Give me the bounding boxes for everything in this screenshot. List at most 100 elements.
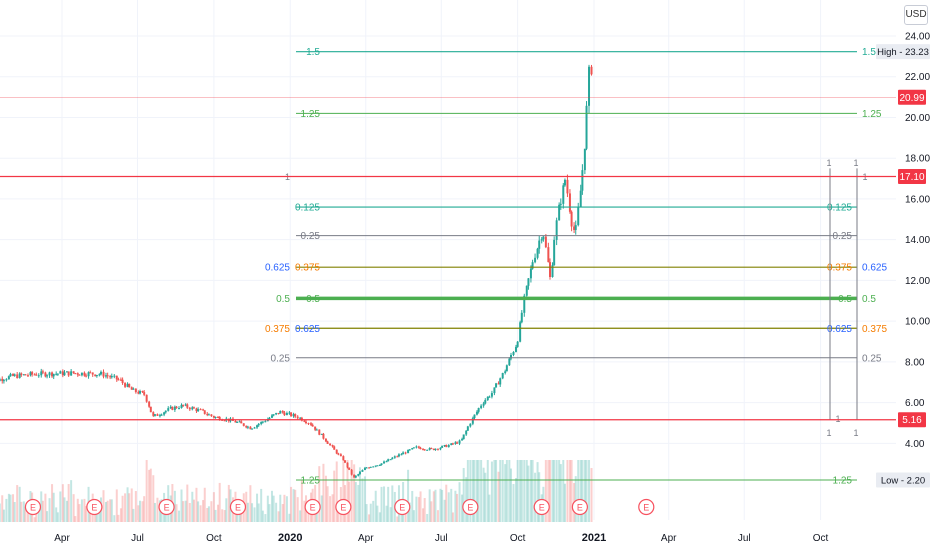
x-tick-label: 2021 <box>582 532 606 544</box>
fib-vertical-label: 1 <box>835 414 840 424</box>
volume-bar <box>408 502 411 522</box>
volume-bar <box>41 500 44 522</box>
volume-bar <box>559 464 562 522</box>
candle-body <box>579 190 582 208</box>
candle-body <box>132 388 135 390</box>
candle-body <box>436 448 439 450</box>
volume-bar <box>391 485 394 522</box>
volume-bar <box>525 460 528 522</box>
volume-bar <box>182 501 185 522</box>
earnings-marker[interactable] <box>335 498 352 516</box>
candle-body <box>342 456 345 461</box>
candle-body <box>544 236 547 248</box>
candle-body <box>145 394 148 402</box>
volume-bar <box>335 461 338 522</box>
volume-bar <box>299 510 302 522</box>
volume-bar <box>396 516 399 522</box>
volume-bar <box>33 517 36 522</box>
volume-bar <box>197 501 200 522</box>
candle-body <box>100 371 103 375</box>
candle-body <box>568 193 571 212</box>
volume-bar <box>104 501 107 522</box>
volume-bar <box>121 495 124 522</box>
volume-bar <box>249 485 252 522</box>
candle-body <box>450 443 453 446</box>
volume-bar <box>329 496 332 522</box>
fib-level-label: 0.25 <box>862 353 882 364</box>
candle-body <box>275 412 278 415</box>
volume-bar <box>426 513 429 522</box>
candle-body <box>156 414 159 416</box>
volume-bar <box>318 466 321 522</box>
candle-body <box>59 371 62 374</box>
candle-body <box>570 211 573 227</box>
volume-bar <box>358 467 361 522</box>
candle-body <box>256 425 259 428</box>
candle-body <box>180 404 183 409</box>
volume-bar <box>292 489 295 522</box>
currency-button[interactable]: USD <box>904 5 928 25</box>
earnings-marker[interactable] <box>304 498 321 516</box>
candle-body <box>445 445 448 448</box>
fib-level-label: 0.125 <box>295 203 320 214</box>
candle-body <box>18 373 21 378</box>
candle-body <box>246 426 249 428</box>
volume-bar <box>272 495 275 522</box>
volume-bar <box>551 460 554 522</box>
volume-bar <box>2 509 5 522</box>
earnings-marker[interactable] <box>86 498 103 516</box>
candle-body <box>184 404 187 406</box>
candle-body <box>109 376 112 378</box>
candle-body <box>407 449 410 454</box>
candle-body <box>72 371 75 374</box>
candle-body <box>311 424 314 427</box>
candle-body <box>536 248 539 258</box>
candle-body <box>402 452 405 455</box>
volume-bar <box>143 496 146 522</box>
earnings-marker[interactable] <box>571 498 588 516</box>
candle-body <box>74 373 77 375</box>
candle-body <box>65 371 68 373</box>
earnings-marker[interactable] <box>158 498 175 516</box>
candle-body <box>203 410 206 414</box>
earnings-marker[interactable] <box>533 498 550 516</box>
earnings-marker[interactable] <box>638 498 655 516</box>
candle-body <box>303 420 306 422</box>
volume-bar <box>466 460 469 522</box>
candle-body <box>76 373 79 375</box>
candle-body <box>294 414 297 417</box>
candle-body <box>130 387 133 390</box>
volume-bar <box>106 500 109 522</box>
volume-bar <box>119 508 122 522</box>
earnings-marker[interactable] <box>462 498 479 516</box>
volume-bar <box>484 472 487 522</box>
volume-bar <box>251 503 254 522</box>
candle-body <box>581 170 584 191</box>
volume-bar <box>454 490 457 522</box>
volume-bar <box>61 484 64 522</box>
candle-body <box>249 426 252 430</box>
candle-body <box>104 375 107 377</box>
y-tick-label: 8.00 <box>905 357 925 368</box>
candle-body <box>490 393 493 397</box>
earnings-marker[interactable] <box>229 498 247 516</box>
candle-body <box>422 449 425 451</box>
fib-level-label: 0.25 <box>301 231 321 242</box>
candle-body <box>477 408 480 412</box>
volume-bar <box>212 492 215 522</box>
candle-body <box>31 372 34 375</box>
candle-body <box>510 354 513 359</box>
volume-bar <box>501 460 504 522</box>
volume-bar <box>510 468 513 522</box>
volume-bar <box>326 486 329 522</box>
candle-body <box>83 372 86 376</box>
earnings-marker[interactable] <box>394 498 411 516</box>
x-tick-label: Jul <box>435 533 448 544</box>
fib-level-label: 0.375 <box>295 263 320 274</box>
earnings-marker[interactable] <box>24 498 42 516</box>
earnings-marker-label: E <box>91 503 97 513</box>
candle-body <box>41 371 44 373</box>
earnings-marker-label: E <box>643 503 649 513</box>
x-tick-label: Apr <box>358 533 374 544</box>
